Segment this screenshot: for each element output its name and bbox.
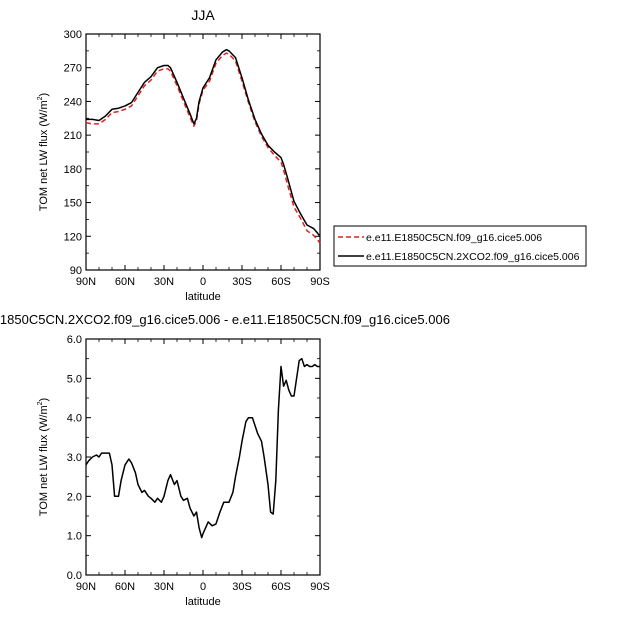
- y-axis-label-superscript: 2: [37, 401, 44, 405]
- y-tick-label: 90: [70, 265, 82, 277]
- y-axis-label-text: TOM net LW flux (W/m: [38, 100, 50, 211]
- plot-frame: [85, 33, 321, 271]
- chart-title: JJA: [191, 7, 215, 23]
- y-tick-label: 120: [64, 231, 82, 243]
- x-tick-label: 90S: [310, 276, 330, 288]
- chart-panel-2: e.e11.E1850C5CN.2XCO2.f09_g16.cice5.006 …: [0, 312, 450, 608]
- legend-label-2: e.e11.E1850C5CN.2XCO2.f09_g16.cice5.006: [366, 251, 580, 263]
- x-tick-label: 30S: [232, 581, 252, 593]
- y-tick-label: 270: [64, 63, 82, 75]
- y-tick-label: 300: [64, 29, 82, 41]
- x-axis-label: latitude: [185, 596, 220, 608]
- x-axis-label: latitude: [185, 291, 220, 303]
- y-tick-label: 0.0: [67, 570, 82, 582]
- y-tick-label: 1.0: [67, 531, 82, 543]
- legend-label-1: e.e11.E1850C5CN.f09_g16.cice5.006: [366, 232, 542, 244]
- series-line-2: [86, 48, 321, 237]
- legend-box: [333, 225, 587, 267]
- x-tick-label: 60N: [115, 581, 135, 593]
- plot-frame: [85, 338, 321, 576]
- x-tick-label: 0: [200, 581, 206, 593]
- y-axis-label-close: ): [38, 93, 50, 97]
- x-tick-label: 30N: [154, 276, 174, 288]
- y-tick-label: 4.0: [67, 413, 82, 425]
- y-axis-label-text: TOM net LW flux (W/m: [38, 405, 50, 516]
- chart-title: e.e11.E1850C5CN.2XCO2.f09_g16.cice5.006 …: [0, 312, 450, 327]
- x-tick-label: 90N: [76, 581, 96, 593]
- x-tick-label: 60S: [271, 581, 291, 593]
- series-line-1: [85, 357, 320, 539]
- x-tick-label: 30S: [232, 276, 252, 288]
- y-tick-label: 6.0: [67, 334, 82, 346]
- x-tick-label: 30N: [154, 581, 174, 593]
- y-axis-label: TOM net LW flux (W/m2): [37, 93, 50, 211]
- y-tick-label: 180: [64, 164, 82, 176]
- y-tick-label: 3.0: [67, 452, 82, 464]
- y-axis-label-close: ): [38, 398, 50, 402]
- x-tick-label: 90S: [310, 581, 330, 593]
- y-tick-label: 210: [64, 130, 82, 142]
- y-tick-label: 5.0: [67, 373, 82, 385]
- x-tick-label: 60S: [271, 276, 291, 288]
- y-tick-label: 240: [64, 96, 82, 108]
- y-axis-label: TOM net LW flux (W/m2): [37, 398, 50, 516]
- y-tick-label: 2.0: [67, 491, 82, 503]
- chart-panel-1: JJA 90N 60N 30N 0 30S 60S 90S 90 120 150 180 210 240 2…: [37, 7, 587, 303]
- x-tick-label: 90N: [76, 276, 96, 288]
- legend: e.e11.E1850C5CN.f09_g16.cice5.006 e.e11.E…: [333, 225, 587, 267]
- y-axis-label-superscript: 2: [37, 96, 44, 100]
- series-line-1: [85, 52, 321, 244]
- y-tick-label: 150: [64, 198, 82, 210]
- x-tick-label: 0: [200, 276, 206, 288]
- x-tick-label: 60N: [115, 276, 135, 288]
